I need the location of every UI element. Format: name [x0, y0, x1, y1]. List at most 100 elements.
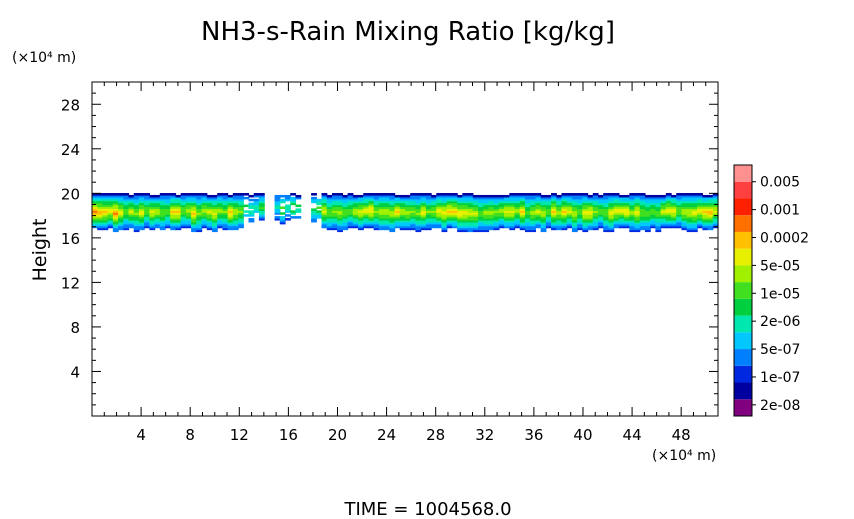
data-cell [227, 216, 234, 219]
data-cell [697, 216, 703, 219]
data-cell [211, 229, 218, 233]
data-cell [180, 196, 187, 200]
data-cell [211, 198, 218, 202]
data-cell [107, 200, 114, 204]
data-cell [258, 208, 265, 211]
data-cell [175, 214, 182, 217]
data-cell [138, 208, 145, 211]
data-cell [258, 200, 265, 204]
data-cell [702, 194, 709, 198]
data-cell [253, 198, 260, 202]
data-cell [118, 196, 124, 200]
data-cell [128, 198, 135, 202]
data-cell [478, 204, 484, 208]
data-cell [154, 204, 161, 208]
data-cell [191, 225, 197, 229]
x-tick-label: 44 [623, 426, 642, 444]
data-cell [420, 194, 427, 198]
data-cell [285, 218, 291, 221]
data-cell [618, 221, 625, 225]
data-cell [373, 204, 380, 208]
data-cell [405, 221, 411, 225]
data-cell [472, 229, 479, 233]
data-cell [232, 210, 239, 213]
data-cell [118, 206, 124, 210]
data-cell [138, 202, 145, 206]
data-cell [159, 225, 166, 229]
data-cell [671, 196, 677, 200]
data-cell [493, 200, 500, 204]
data-cell [571, 214, 578, 217]
data-cell [97, 202, 104, 206]
data-cell [702, 204, 709, 208]
data-cell [384, 219, 390, 223]
data-cell [133, 229, 140, 233]
data-cell [331, 196, 338, 200]
data-cell [342, 200, 349, 204]
data-cell [644, 221, 651, 225]
data-cell [457, 218, 463, 221]
data-cell [665, 194, 672, 198]
data-cell [107, 194, 114, 198]
data-cell [118, 214, 124, 217]
data-cell [347, 194, 354, 198]
data-cell [509, 221, 516, 225]
data-cell [676, 212, 683, 215]
data-cell [321, 202, 328, 206]
data-cell [608, 196, 615, 200]
data-cell [697, 218, 703, 221]
data-cell [478, 214, 484, 217]
data-cell [112, 229, 119, 233]
data-cell [154, 218, 161, 221]
data-cell [592, 219, 599, 223]
data-cell [191, 214, 197, 217]
data-cell [629, 210, 636, 213]
data-cell [618, 198, 625, 202]
data-cell [290, 210, 297, 213]
data-cell [217, 202, 224, 206]
data-cell [206, 223, 213, 227]
data-cell [217, 196, 224, 200]
data-cell [457, 223, 463, 227]
data-cell [206, 204, 213, 208]
data-cell [556, 212, 563, 215]
data-cell [352, 218, 359, 221]
data-cell [488, 194, 495, 198]
data-cell [185, 214, 192, 217]
data-cell [238, 198, 244, 202]
data-cell [603, 229, 610, 233]
data-cell [238, 202, 244, 206]
data-cell [118, 198, 124, 202]
data-cell [352, 204, 359, 208]
data-cell [431, 196, 437, 200]
data-cell [363, 212, 370, 215]
data-cell [165, 221, 171, 225]
data-cell [483, 204, 490, 208]
data-cell [702, 214, 709, 217]
data-cell [451, 212, 458, 215]
data-cell [175, 196, 182, 200]
data-cell [441, 198, 448, 202]
data-cell [326, 216, 333, 219]
data-cell [425, 206, 432, 210]
data-cell [201, 219, 208, 223]
data-cell [551, 204, 557, 208]
data-cell [112, 219, 119, 223]
data-cell [441, 208, 448, 211]
data-cell [561, 194, 568, 198]
data-cell [451, 200, 458, 204]
data-cell [232, 227, 239, 231]
data-cell [331, 204, 338, 208]
data-cell [488, 216, 495, 219]
data-cell [107, 204, 114, 208]
data-cell [691, 229, 698, 233]
data-cell [405, 200, 411, 204]
data-cell [331, 200, 338, 204]
data-cell [206, 202, 213, 206]
data-cell [399, 200, 406, 204]
data-cell [519, 194, 526, 198]
data-cell [196, 210, 203, 213]
data-cell [462, 223, 469, 227]
data-cell [467, 218, 474, 221]
data-cell [509, 223, 516, 227]
